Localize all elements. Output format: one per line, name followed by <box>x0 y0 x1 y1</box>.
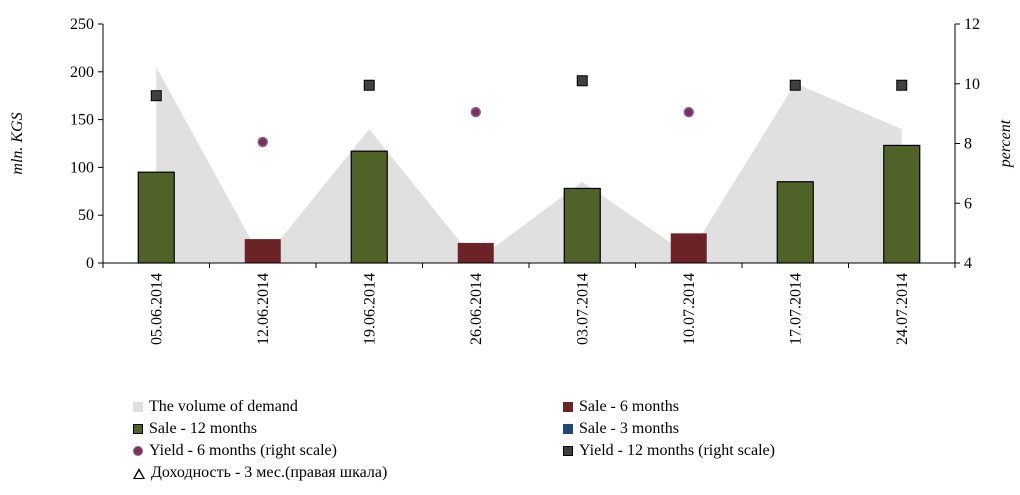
legend-swatch-sale-6m <box>563 402 573 412</box>
legend-label-yield-12m: Yield - 12 months (right scale) <box>579 442 775 459</box>
legend-label-sale-6m: Sale - 6 months <box>579 398 679 415</box>
bar-sale-6-months-5 <box>670 233 707 263</box>
legend-swatch-yield-6m <box>133 446 143 456</box>
y-tick-label-right-3: 10 <box>964 76 980 93</box>
bar-sale-12-months-6 <box>776 181 814 264</box>
legend-label-sale-12m: Sale - 12 months <box>149 420 257 437</box>
x-tick-label-4: 03.07.2014 <box>574 273 591 345</box>
legend-swatch-yield-3m <box>133 467 145 479</box>
bar-sale-6-months-1 <box>244 239 281 263</box>
labels-layer: 0 50 100 150 200 250 4 6 8 10 12 05.06.2014 12.06.20… <box>9 16 1014 345</box>
legend-label-demand: The volume of demand <box>149 398 298 415</box>
legend-item-yield-12m: Yield - 12 months (right scale) <box>563 440 775 462</box>
legend-item-yield-3m: Доходность - 3 мес.(правая шкала) <box>133 462 387 484</box>
demand-area-layer <box>156 67 902 264</box>
y-axis-title-left: mln. KGS <box>9 112 26 174</box>
x-tick-label-1: 12.06.2014 <box>255 273 272 345</box>
marker-yield-6m-3 <box>470 106 481 118</box>
legend-swatch-sale-3m <box>563 424 573 434</box>
legend-item-demand: The volume of demand <box>133 396 298 418</box>
legend-swatch-yield-12m <box>563 446 573 456</box>
marker-yield-6m-1 <box>257 136 268 148</box>
bar-sale-12-months-2 <box>350 150 388 264</box>
y-tick-label-left-1: 50 <box>78 207 94 224</box>
bar-sale-12-months-4 <box>563 187 601 264</box>
x-tick-label-3: 26.06.2014 <box>468 273 485 345</box>
legend-swatch-sale-12m <box>133 424 143 434</box>
x-tick-label-2: 19.06.2014 <box>361 273 378 345</box>
bar-sale-12-months-7 <box>883 144 921 264</box>
marker-yield-12m-4 <box>576 75 588 87</box>
marker-yield-6m-5 <box>683 106 694 118</box>
axes-layer <box>98 23 960 268</box>
y-tick-label-left-4: 200 <box>70 64 94 81</box>
legend-item-sale-6m: Sale - 6 months <box>563 396 679 418</box>
y-tick-label-right-1: 6 <box>964 195 972 212</box>
bar-sale-12-months-0 <box>137 171 175 264</box>
y-tick-label-right-0: 4 <box>964 255 972 272</box>
y-tick-label-left-0: 0 <box>86 255 94 272</box>
legend-item-sale-12m: Sale - 12 months <box>133 418 257 440</box>
legend-swatch-demand <box>133 402 143 412</box>
y-tick-label-right-4: 12 <box>964 16 980 33</box>
y-tick-label-left-2: 100 <box>70 159 94 176</box>
marker-yield-12m-7 <box>896 79 908 91</box>
y-axis-title-right: percent <box>997 119 1014 168</box>
bar-sale-6-months-3 <box>457 242 494 263</box>
demand-area <box>156 67 902 264</box>
y-tick-label-left-5: 250 <box>70 16 94 33</box>
legend-label-sale-3m: Sale - 3 months <box>579 420 679 437</box>
x-tick-label-5: 10.07.2014 <box>681 273 698 345</box>
bars-layer <box>137 144 921 264</box>
marker-yield-12m-0 <box>150 90 162 102</box>
x-tick-label-0: 05.06.2014 <box>148 273 165 345</box>
legend-item-yield-6m: Yield - 6 months (right scale) <box>133 440 337 462</box>
x-tick-label-6: 17.07.2014 <box>787 273 804 345</box>
x-tick-label-7: 24.07.2014 <box>894 273 911 345</box>
legend-label-yield-3m: Доходность - 3 мес.(правая шкала) <box>151 464 388 481</box>
legend-label-yield-6m: Yield - 6 months (right scale) <box>149 442 337 459</box>
markers-layer <box>150 75 908 148</box>
y-tick-label-right-2: 8 <box>964 136 972 153</box>
legend-item-sale-3m: Sale - 3 months <box>563 418 679 440</box>
marker-yield-12m-2 <box>363 79 375 91</box>
y-tick-label-left-3: 150 <box>70 112 94 129</box>
marker-yield-12m-6 <box>789 79 801 91</box>
